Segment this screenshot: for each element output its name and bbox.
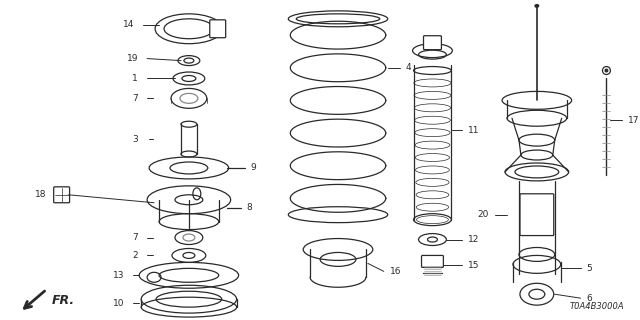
Ellipse shape xyxy=(604,68,609,73)
Text: 18: 18 xyxy=(35,190,47,199)
Text: 5: 5 xyxy=(586,264,592,273)
Text: 12: 12 xyxy=(468,235,479,244)
Text: 17: 17 xyxy=(628,116,640,125)
Text: 16: 16 xyxy=(390,267,401,276)
Text: 14: 14 xyxy=(123,20,134,29)
Text: 11: 11 xyxy=(468,126,480,135)
Text: FR.: FR. xyxy=(52,294,75,307)
Text: 9: 9 xyxy=(250,164,256,172)
FancyBboxPatch shape xyxy=(54,187,70,203)
FancyBboxPatch shape xyxy=(424,36,442,50)
Text: 2: 2 xyxy=(132,251,138,260)
Text: 15: 15 xyxy=(468,261,480,270)
Text: 13: 13 xyxy=(113,271,124,280)
FancyBboxPatch shape xyxy=(422,255,444,268)
Text: 10: 10 xyxy=(113,299,124,308)
Ellipse shape xyxy=(534,4,540,8)
Text: 4: 4 xyxy=(406,63,412,72)
Text: T0A4B3000A: T0A4B3000A xyxy=(570,302,625,311)
FancyBboxPatch shape xyxy=(520,194,554,236)
Text: 19: 19 xyxy=(127,54,138,63)
Text: 3: 3 xyxy=(132,135,138,144)
Text: 1: 1 xyxy=(132,74,138,83)
Text: 20: 20 xyxy=(477,210,489,219)
Text: 7: 7 xyxy=(132,233,138,242)
FancyBboxPatch shape xyxy=(210,20,226,38)
Text: 7: 7 xyxy=(132,94,138,103)
Text: 6: 6 xyxy=(586,294,592,303)
Text: 8: 8 xyxy=(246,203,252,212)
